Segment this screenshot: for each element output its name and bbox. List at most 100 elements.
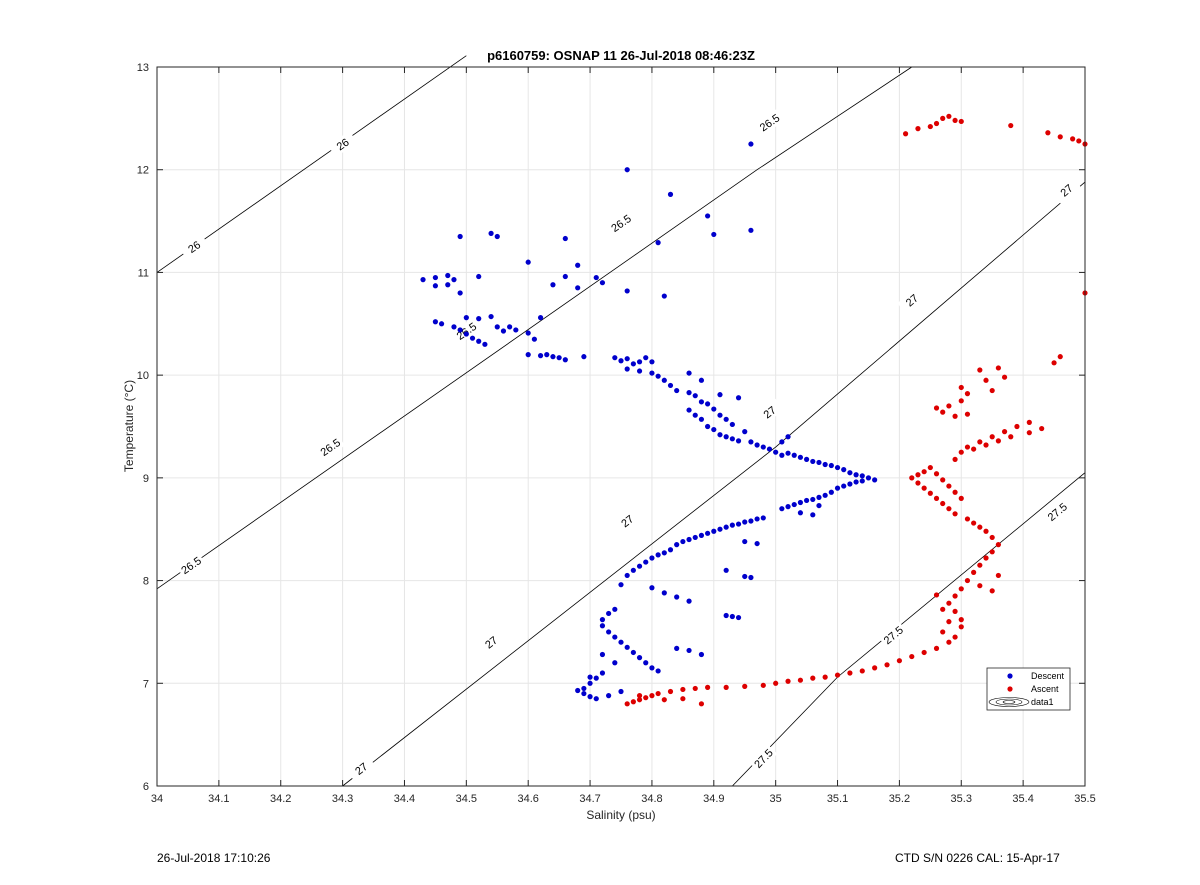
ascent-point [995,572,1001,579]
descent-point [476,273,482,280]
descent-point [667,382,674,389]
contour-legend-icon [988,697,1030,707]
ascent-point [952,456,958,462]
descent-point [451,324,457,330]
ascent-point [896,658,903,664]
ascent-point [946,619,952,625]
ascent-point [680,696,686,702]
descent-point [698,377,705,383]
ascent-point [909,653,915,660]
descent-point [636,368,643,374]
ascent-point [933,471,940,477]
ascent-point [977,524,983,530]
descent-point [581,685,587,692]
descent-point [432,319,438,325]
ascent-point [810,675,816,681]
x-tick-label: 34.9 [703,793,724,805]
legend: Descent Ascent data1 [986,667,1071,711]
descent-point [729,522,735,528]
ascent-point [933,120,940,127]
descent-point [643,559,649,565]
ascent-point [952,608,958,614]
descent-point [612,660,618,666]
ascent-point [952,117,958,124]
ascent-point [983,377,989,383]
descent-point [686,598,692,604]
descent-point [711,528,717,534]
descent-point [630,567,636,573]
descent-point [828,489,834,495]
contour-label-26.5: 26.5 [176,551,206,579]
descent-point [618,358,624,364]
y-tick-label: 13 [137,62,149,74]
y-tick-label: 9 [143,473,149,485]
descent-point [550,354,556,360]
descent-point [705,401,711,407]
descent-point [705,423,711,430]
ascent-point [636,697,643,703]
descent-point [828,462,834,469]
svg-text:26: 26 [186,239,203,256]
descent-point [612,634,618,640]
ascent-point [915,472,921,478]
ascent-point [649,693,655,699]
y-tick-label: 12 [137,165,149,177]
x-tick-label: 34.2 [270,793,291,805]
descent-point [797,510,804,516]
contour-label-27.5: 27.5 [749,744,778,773]
descent-point [649,359,655,365]
ascent-point [952,489,958,495]
isopycnal-27 [342,181,1086,787]
x-tick-label: 35.2 [889,793,910,805]
contour-label-26.5: 26.5 [754,109,785,136]
descent-point [674,594,680,600]
y-axis-label: Temperature (°C) [122,380,136,472]
descent-point [575,262,581,268]
ascent-point [940,629,946,635]
contour-label-27: 27 [476,628,506,656]
descent-point [612,606,618,612]
descent-point [797,454,804,460]
svg-text:27: 27 [483,634,500,651]
descent-point [834,464,841,471]
descent-point [537,353,544,359]
descent-point [445,282,451,288]
ascent-point [915,480,921,486]
descent-point [816,502,822,509]
ascent-point [834,672,841,678]
descent-point [500,328,507,334]
ascent-point [989,588,995,594]
descent-point [779,506,785,512]
descent-point [445,272,451,279]
descent-point [599,623,606,629]
x-tick-label: 34.8 [641,793,662,805]
descent-point [494,233,500,240]
ascent-point [1026,430,1032,436]
footer-timestamp: 26-Jul-2018 17:10:26 [157,851,271,865]
axes-box [156,66,1086,787]
y-tick-label: 7 [143,678,149,690]
descent-point [723,434,729,440]
ascent-point [940,500,946,507]
ascent-point [785,678,791,684]
ascent-point [946,483,952,489]
descent-point [711,231,717,238]
ascent-point [915,126,921,132]
ascent-point [655,690,661,697]
descent-point [748,574,754,581]
descent-point [872,477,878,483]
svg-text:26: 26 [335,136,352,153]
ascent-point [989,387,995,394]
ascent-point [977,367,983,373]
ascent-point [977,439,983,445]
descent-point [649,665,655,671]
descent-point [624,167,630,173]
data-points [420,113,1088,707]
descent-point [810,512,816,518]
y-tick-label: 6 [143,781,149,793]
descent-point [661,377,667,383]
descent-point [692,534,698,541]
ascent-point [680,686,686,693]
ascent-point [964,391,971,397]
legend-ascent-label: Ascent [1031,684,1059,694]
